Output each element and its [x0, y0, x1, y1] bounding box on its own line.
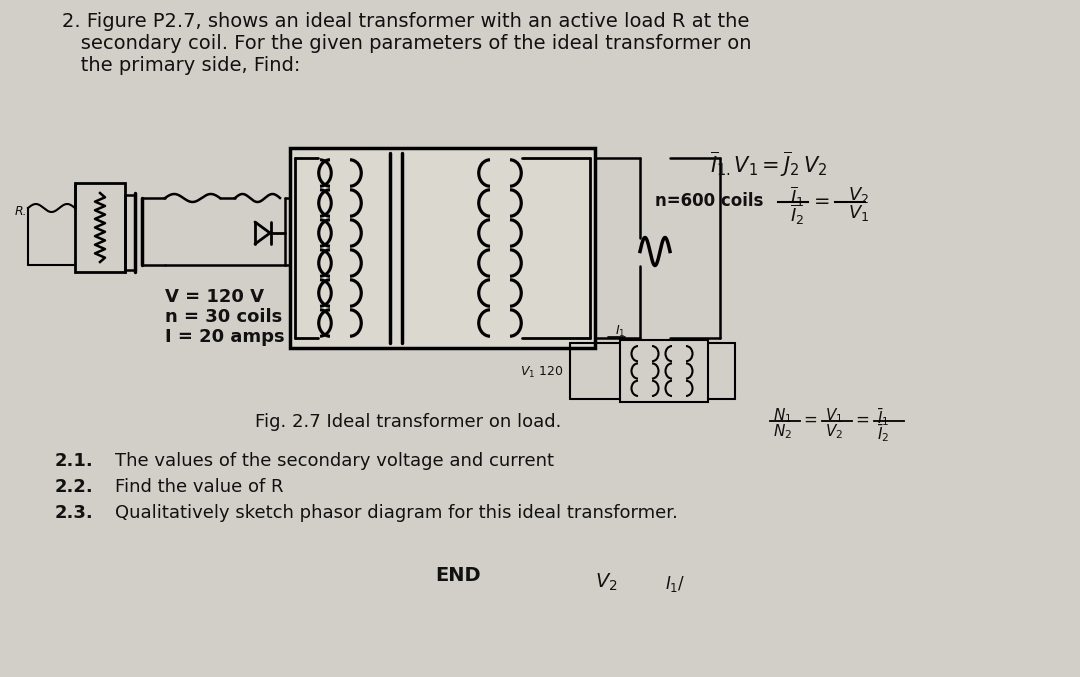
Text: n = 30 coils: n = 30 coils [165, 308, 282, 326]
Text: $V_2$: $V_2$ [825, 422, 843, 441]
Text: secondary coil. For the given parameters of the ideal transformer on: secondary coil. For the given parameters… [62, 34, 752, 53]
Text: $\overline{I}_{1.}V_1 = \overline{J}_2\,V_2$: $\overline{I}_{1.}V_1 = \overline{J}_2\,… [710, 150, 827, 179]
Text: $\bar{I}_1$: $\bar{I}_1$ [877, 406, 889, 428]
Text: $=$: $=$ [852, 410, 869, 428]
Text: $\bar{I}_2$: $\bar{I}_2$ [877, 422, 889, 444]
Text: V = 120 V: V = 120 V [165, 288, 264, 306]
Text: the primary side, Find:: the primary side, Find: [62, 56, 300, 75]
Text: $V_1$: $V_1$ [825, 406, 843, 424]
Text: $V_2$: $V_2$ [848, 185, 869, 205]
Text: END: END [435, 566, 481, 585]
Bar [75, 183, 125, 272]
Text: $I_1$: $I_1$ [615, 324, 625, 339]
Text: n=600 coils: n=600 coils [654, 192, 764, 210]
Text: 2.2.: 2.2. [55, 478, 94, 496]
Bar [620, 340, 708, 402]
Text: R.: R. [15, 205, 28, 218]
Text: 2. Figure P2.7, shows an ideal transformer with an active load R at the: 2. Figure P2.7, shows an ideal transform… [62, 12, 750, 31]
Text: $\overline{I}_2$: $\overline{I}_2$ [789, 203, 805, 227]
Text: $I_1/$: $I_1/$ [665, 574, 686, 594]
Text: $=$: $=$ [800, 410, 818, 428]
Text: $N_1$: $N_1$ [773, 406, 792, 424]
Text: Find the value of R: Find the value of R [114, 478, 283, 496]
Text: $V_1$ 120: $V_1$ 120 [519, 365, 564, 380]
Text: I = 20 amps: I = 20 amps [165, 328, 285, 346]
Text: $V_2$: $V_2$ [595, 572, 618, 593]
Text: $\overline{I}_1$: $\overline{I}_1$ [789, 185, 805, 209]
Text: The values of the secondary voltage and current: The values of the secondary voltage and … [114, 452, 554, 470]
Bar [291, 148, 595, 348]
Text: $V_1$: $V_1$ [848, 203, 869, 223]
Text: $N_2$: $N_2$ [773, 422, 792, 441]
Text: Fig. 2.7 Ideal transformer on load.: Fig. 2.7 Ideal transformer on load. [255, 413, 562, 431]
Text: Qualitatively sketch phasor diagram for this ideal transformer.: Qualitatively sketch phasor diagram for … [114, 504, 678, 522]
Text: 2.1.: 2.1. [55, 452, 94, 470]
Text: $=$: $=$ [810, 190, 831, 209]
Text: 2.3.: 2.3. [55, 504, 94, 522]
